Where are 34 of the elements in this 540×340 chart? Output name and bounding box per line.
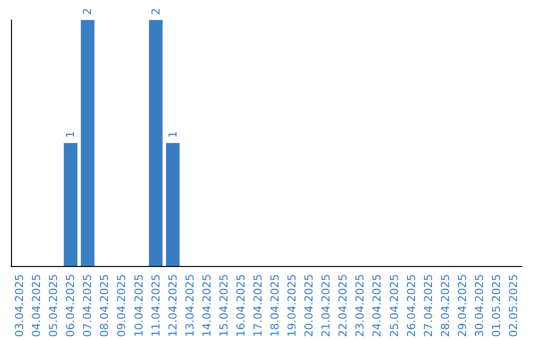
x-tick-label: 26.04.2025 (404, 274, 418, 338)
x-tick-label: 07.04.2025 (81, 274, 94, 338)
x-tick-label: 25.04.2025 (388, 274, 401, 338)
x-tick-label: 21.04.2025 (320, 274, 333, 338)
x-tick-label: 27.04.2025 (422, 274, 435, 338)
x-tick-label: 01.05.2025 (490, 274, 503, 338)
x-tick-label: 04.04.2025 (30, 274, 44, 338)
x-tick-label: 17.04.2025 (251, 274, 264, 338)
x-tick-label: 15.04.2025 (217, 274, 230, 338)
x-tick-label: 18.04.2025 (268, 274, 282, 338)
x-tick-label: 16.04.2025 (234, 274, 248, 338)
x-tick-label: 05.04.2025 (47, 274, 60, 338)
x-tick-label: 06.04.2025 (64, 274, 78, 338)
x-tick-label: 29.04.2025 (456, 274, 469, 338)
x-tick-label: 23.04.2025 (354, 274, 367, 338)
x-tick-label: 22.04.2025 (336, 274, 350, 338)
x-tick-label: 11.04.2025 (149, 274, 162, 338)
x-tick-label: 28.04.2025 (438, 274, 452, 338)
x-tick-label: 30.04.2025 (472, 274, 486, 338)
x-tick-label: 24.04.2025 (370, 274, 384, 338)
x-tick-label: 12.04.2025 (166, 274, 180, 338)
x-tick-label: 14.04.2025 (200, 274, 214, 338)
data-label: 2 (149, 8, 162, 15)
x-tick-label: 08.04.2025 (98, 274, 112, 338)
x-tick-label: 13.04.2025 (183, 274, 196, 338)
x-tick-label: 09.04.2025 (115, 274, 128, 338)
data-label: 2 (81, 8, 94, 15)
data-label: 1 (166, 131, 180, 138)
data-label: 1 (64, 131, 78, 138)
x-tick-label: 20.04.2025 (302, 274, 316, 338)
x-tick-label: 10.04.2025 (132, 274, 146, 338)
x-tick-label: 03.04.2025 (13, 274, 26, 338)
x-tick-label: 19.04.2025 (286, 274, 299, 338)
x-tick-label: 02.05.2025 (506, 274, 520, 338)
